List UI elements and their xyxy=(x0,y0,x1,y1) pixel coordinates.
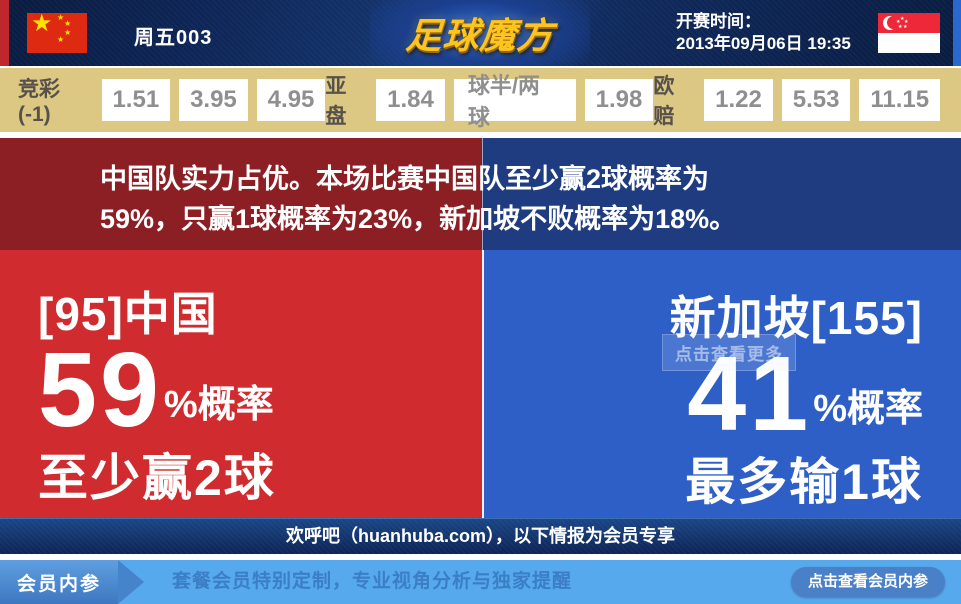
yapan-odd-home: 1.84 xyxy=(376,79,445,121)
oupei-odd-draw: 5.53 xyxy=(781,79,851,121)
match-code: 周五003 xyxy=(134,27,213,49)
kickoff-time: 2013年09月06日 19:35 xyxy=(676,34,851,53)
left-red-edge-stripe xyxy=(0,0,9,66)
away-outcome: 最多输1球 xyxy=(685,454,923,511)
yapan-handicap: 球半/两球 xyxy=(453,73,576,130)
yapan-label: 亚盘 xyxy=(325,75,347,128)
home-probability-value: 59 xyxy=(38,331,162,449)
right-blue-edge-stripe xyxy=(953,0,961,66)
away-probability-value: 41 xyxy=(687,335,812,453)
odds-bar: 竞彩(-1) 1.51 3.95 4.95 亚盘 1.84 球半/两球 1.98… xyxy=(0,68,961,132)
member-tagline: 套餐会员特别定制，专业视角分析与独家提醒 xyxy=(172,571,573,592)
odds-group-jingcai: 竞彩(-1) 1.51 3.95 4.95 xyxy=(18,73,326,127)
home-probability-suffix: %概率 xyxy=(163,384,274,427)
home-team-name: [95]中国 xyxy=(38,288,218,340)
member-badge[interactable]: 会员内参 xyxy=(0,560,118,604)
member-footer: 会员内参 套餐会员特别定制，专业视角分析与独家提醒 点击查看会员内参 xyxy=(0,560,961,604)
oupei-odd-home: 1.22 xyxy=(704,79,773,121)
oupei-label: 欧赔 xyxy=(653,75,675,128)
member-badge-arrow-icon xyxy=(118,560,144,604)
home-team-panel: [95]中国 59 %概率 至少赢2球 xyxy=(0,250,482,518)
kickoff-time-block: 开赛时间： 2013年09月06日 19:35 xyxy=(676,11,851,55)
analysis-line-1: 中国队实力占优。本场比赛中国队至少赢2球概率为 xyxy=(100,164,710,194)
jingcai-odd-away: 4.95 xyxy=(256,79,326,121)
jingcai-odd-draw: 3.95 xyxy=(179,79,248,121)
odds-group-yapan: 亚盘 1.84 球半/两球 1.98 xyxy=(325,70,654,130)
probability-panels: [95]中国 59 %概率 至少赢2球 新加坡[155] 点击查看更多 41 %… xyxy=(0,250,961,518)
analysis-line-2: 59%，只赢1球概率为23%，新加坡不败概率为18%。 xyxy=(100,204,737,234)
away-probability-row: 41 %概率 xyxy=(484,340,923,448)
site-logo: 足球魔方 xyxy=(370,0,590,66)
home-probability-row: 59 %概率 xyxy=(38,336,482,444)
oupei-odd-away: 11.15 xyxy=(859,79,941,121)
away-team-panel: 新加坡[155] 点击查看更多 41 %概率 最多输1球 xyxy=(482,250,961,518)
match-header: ★ ★ ★ ★ ★ 周五003 足球魔方 开赛时间： 2013年09月06日 1… xyxy=(0,0,961,66)
analysis-banner: 中国队实力占优。本场比赛中国队至少赢2球概率为 59%，只赢1球概率为23%，新… xyxy=(0,138,961,250)
view-member-insider-button[interactable]: 点击查看会员内参 xyxy=(790,567,945,597)
away-team-name: 新加坡[155] xyxy=(669,292,923,344)
home-outcome: 至少赢2球 xyxy=(38,450,276,507)
jingcai-label: 竞彩(-1) xyxy=(18,78,60,126)
analysis-banner-home-bg xyxy=(0,138,482,250)
singapore-flag-icon: ★ ★ ★ ★ ★ xyxy=(878,13,940,53)
jingcai-odd-home: 1.51 xyxy=(101,79,171,121)
analysis-text: 中国队实力占优。本场比赛中国队至少赢2球概率为 59%，只赢1球概率为23%，新… xyxy=(100,159,736,239)
away-probability-suffix: %概率 xyxy=(813,388,923,431)
china-flag-icon: ★ ★ ★ ★ ★ xyxy=(27,13,87,53)
view-more-watermark[interactable]: 点击查看更多 xyxy=(662,334,796,371)
kickoff-label: 开赛时间： xyxy=(676,12,761,31)
yapan-odd-away: 1.98 xyxy=(584,79,654,121)
odds-group-oupei: 欧赔 1.22 5.53 11.15 xyxy=(653,70,941,130)
analysis-banner-away-bg xyxy=(482,138,961,250)
promo-bar: 欢呼吧（huanhuba.com），以下情报为会员专享 xyxy=(0,518,961,554)
site-logo-text: 足球魔方 xyxy=(404,15,556,56)
